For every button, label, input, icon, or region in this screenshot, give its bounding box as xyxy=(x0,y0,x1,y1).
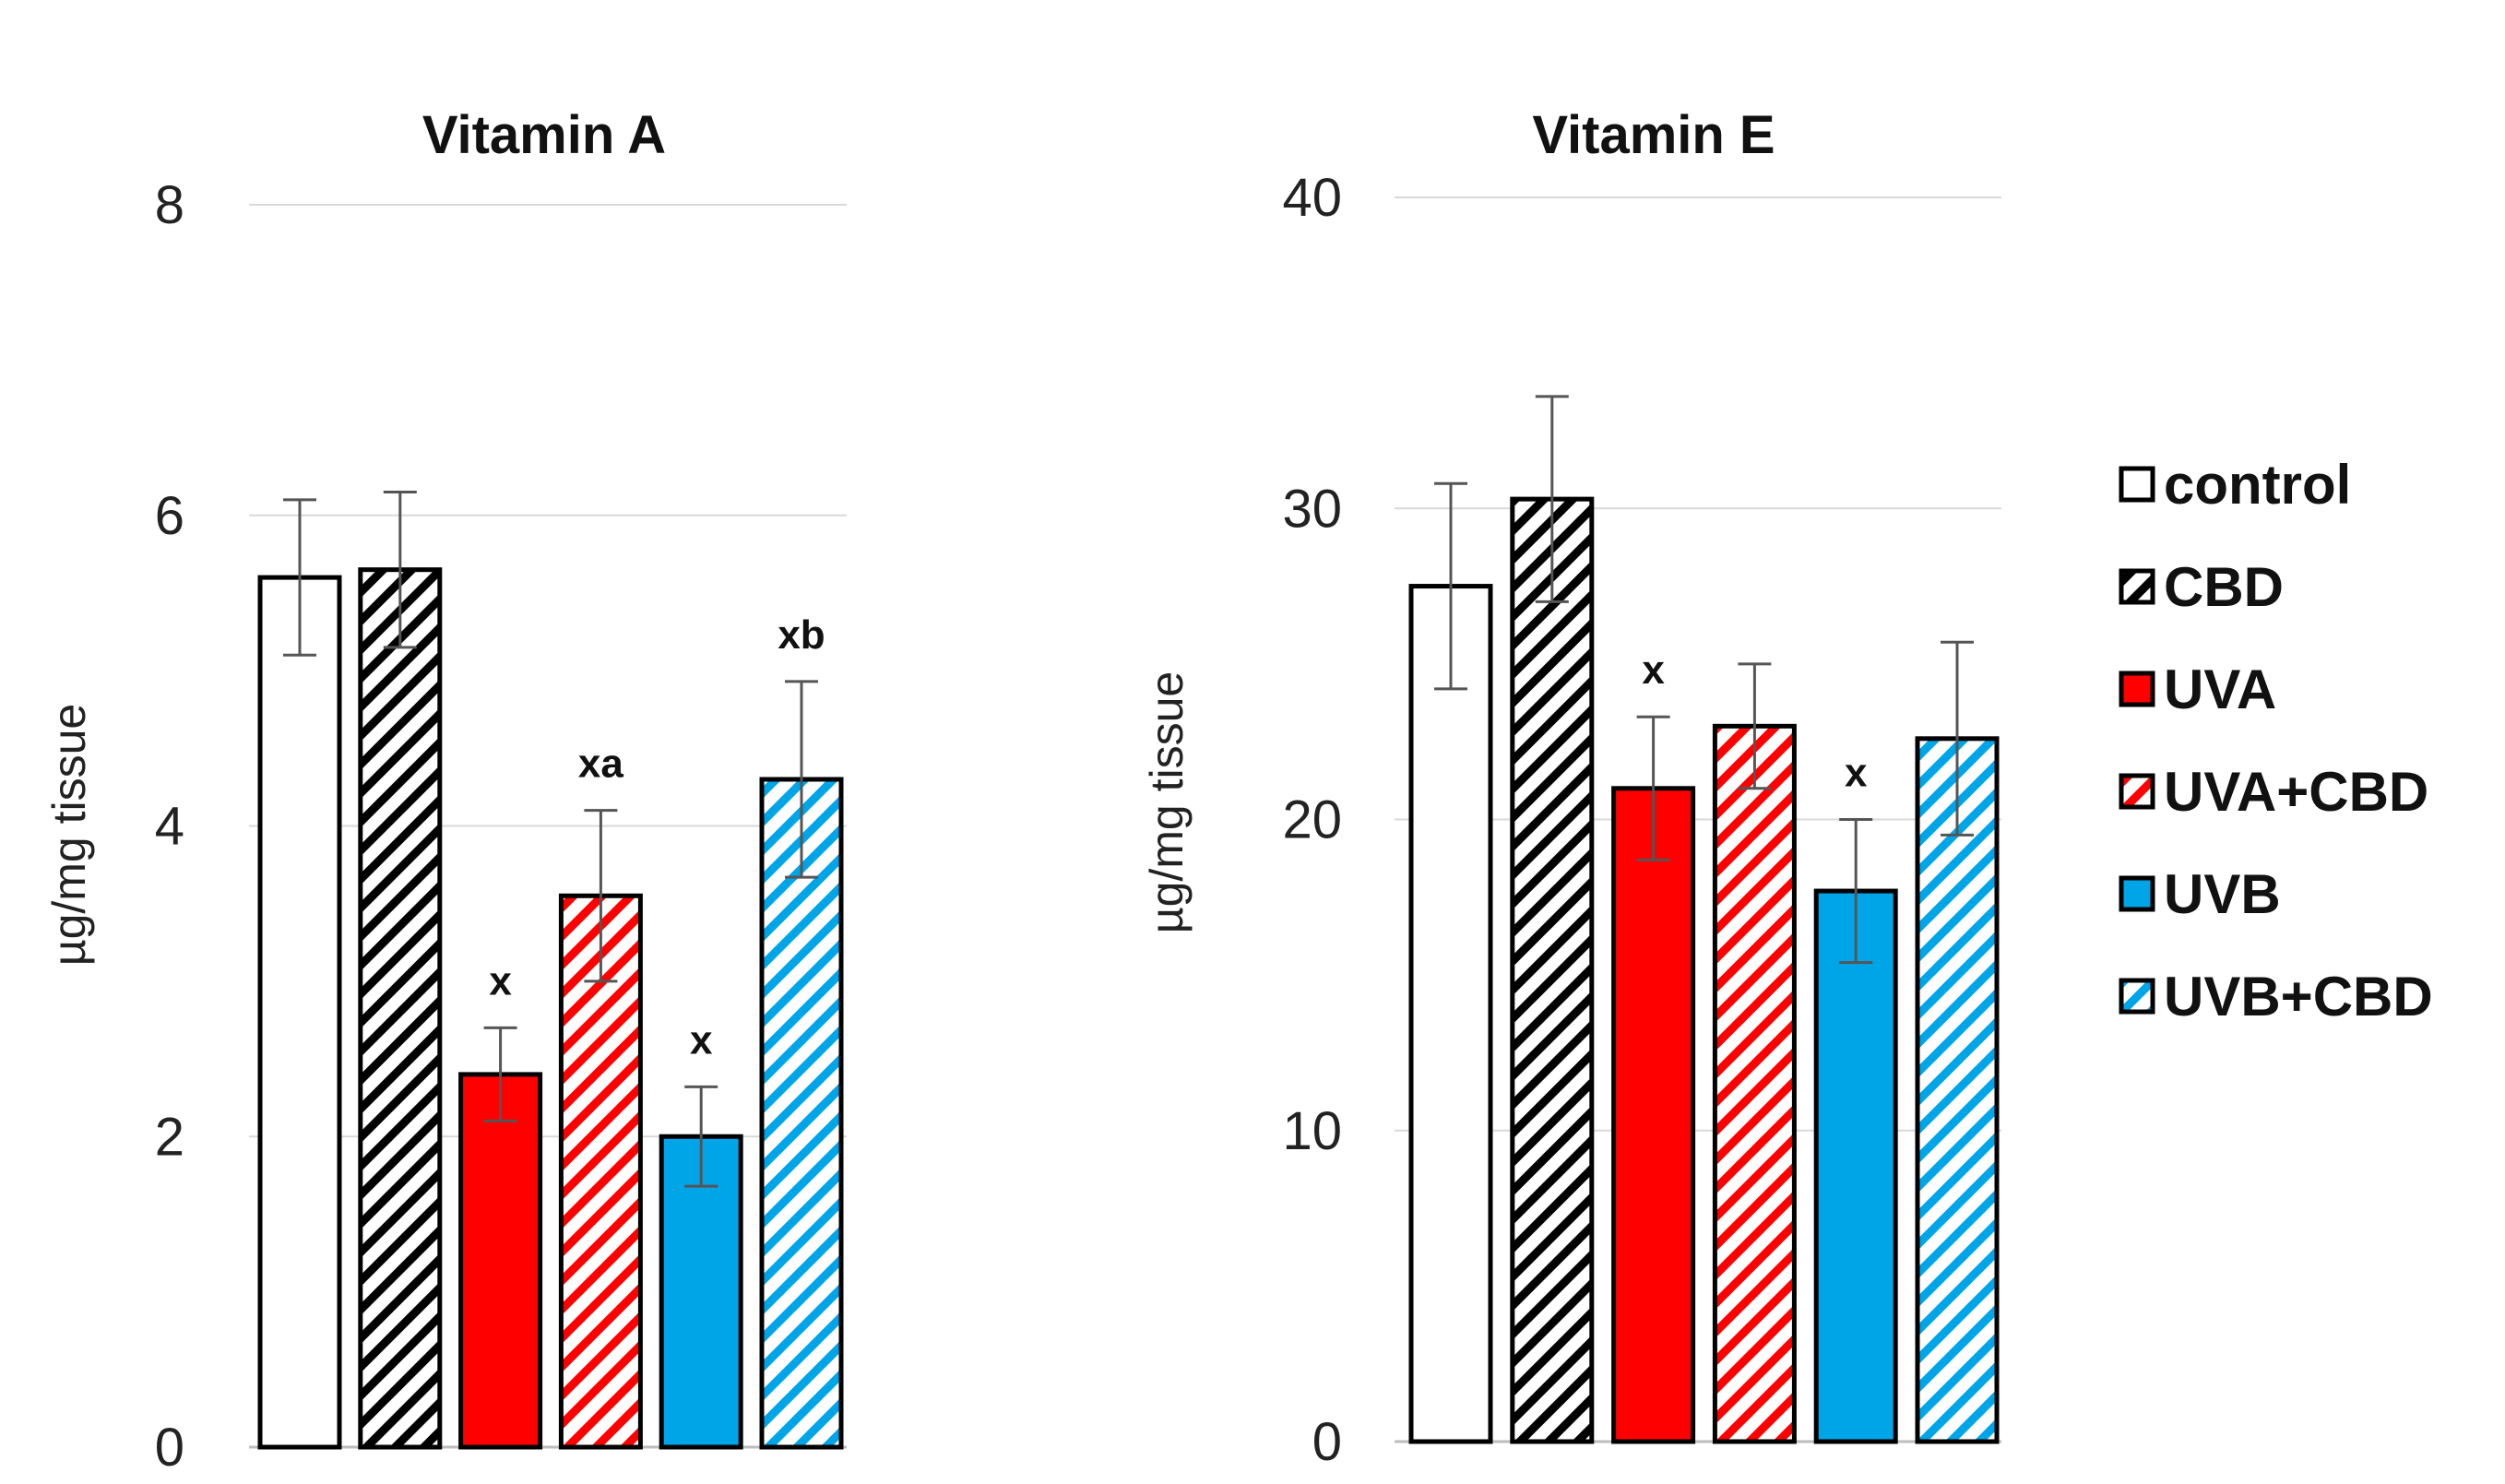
significance-label: x xyxy=(1642,647,1665,693)
y-tick-label: 20 xyxy=(1282,790,1342,850)
vitamin-a-chart: Vitamin A µg/mg tissue 0 2 4 6 8 x xa x xb xyxy=(43,105,847,1478)
error-bar xyxy=(1535,395,1569,603)
bar-uvb-cbd xyxy=(759,777,844,1450)
y-axis-title: µg/mg tissue xyxy=(43,704,95,966)
legend: control CBD UVA UVA+CBD UVB UVB+CBD xyxy=(2119,454,2433,1027)
error-bar xyxy=(1636,715,1670,861)
bar-control xyxy=(257,575,342,1450)
y-tick-label: 40 xyxy=(1282,168,1342,228)
significance-label: x xyxy=(489,958,512,1003)
bar-cbd xyxy=(1510,496,1595,1444)
chart-title: Vitamin A xyxy=(422,105,666,165)
legend-item: UVB+CBD xyxy=(2119,966,2433,1027)
error-bar xyxy=(283,498,316,657)
legend-item: control xyxy=(2119,454,2351,516)
bar-uvb xyxy=(659,1134,743,1450)
error-bar xyxy=(1941,640,1974,837)
legend-label: UVB xyxy=(2164,863,2281,925)
error-bar xyxy=(483,1026,517,1122)
vitamin-e-chart: Vitamin E µg/mg tissue 0 10 20 30 40 x x xyxy=(1141,105,2001,1472)
y-tick-label: 2 xyxy=(155,1107,184,1167)
legend-swatch xyxy=(2119,671,2155,707)
legend-item: UVB xyxy=(2119,863,2281,925)
y-tick-label: 4 xyxy=(155,797,184,857)
significance-label: xa xyxy=(578,742,623,787)
legend-label: UVA+CBD xyxy=(2164,761,2428,823)
legend-swatch xyxy=(2119,875,2155,912)
legend-swatch xyxy=(2119,466,2155,503)
legend-swatch xyxy=(2119,978,2155,1015)
y-tick-label: 0 xyxy=(155,1418,184,1478)
legend-item: UVA xyxy=(2119,659,2276,720)
bar-uva xyxy=(1611,786,1696,1444)
y-tick-label: 8 xyxy=(155,175,184,235)
bar-cbd xyxy=(358,567,443,1450)
legend-item: CBD xyxy=(2119,556,2284,618)
error-bar xyxy=(785,680,818,879)
bar-control xyxy=(1408,584,1493,1444)
y-tick-label: 0 xyxy=(1312,1412,1342,1472)
error-bar xyxy=(584,809,618,983)
significance-label: xb xyxy=(778,612,825,658)
bar-uva-cbd xyxy=(558,893,643,1450)
y-tick-label: 10 xyxy=(1282,1101,1342,1161)
y-tick-label: 30 xyxy=(1282,479,1342,539)
chart-title: Vitamin E xyxy=(1532,105,1775,165)
bar-uvb-cbd xyxy=(1915,736,2000,1444)
error-bar xyxy=(1434,481,1467,691)
legend-label: UVB+CBD xyxy=(2164,966,2433,1027)
bar-uva xyxy=(458,1072,543,1450)
legend-item: UVA+CBD xyxy=(2119,761,2428,823)
legend-label: CBD xyxy=(2164,556,2284,618)
bar-uvb xyxy=(1813,888,1898,1444)
error-bar xyxy=(684,1085,718,1188)
error-bar xyxy=(1738,662,1772,790)
legend-label: UVA xyxy=(2164,659,2276,720)
error-bar xyxy=(383,490,417,649)
error-bar xyxy=(1839,818,1873,965)
significance-label: x xyxy=(690,1017,713,1063)
legend-swatch xyxy=(2119,773,2155,810)
legend-swatch xyxy=(2119,568,2155,605)
y-tick-label: 6 xyxy=(155,486,184,546)
significance-label: x xyxy=(1845,751,1868,796)
bar-uva-cbd xyxy=(1712,723,1797,1444)
legend-label: control xyxy=(2164,454,2351,516)
y-axis-title: µg/mg tissue xyxy=(1141,671,1193,933)
